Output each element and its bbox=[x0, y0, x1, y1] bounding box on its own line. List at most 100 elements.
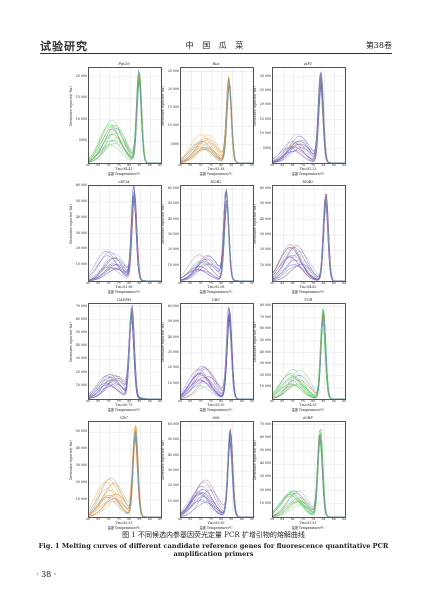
melt-panel-12: 60RP Derivative reporter(-Rn') 10 000 20 00… bbox=[252, 416, 346, 530]
tm-label: Tm=83.90 bbox=[207, 520, 225, 525]
melt-curve-line bbox=[273, 432, 345, 517]
x-tick-label: 59 bbox=[270, 280, 274, 285]
x-tick-label: 90 bbox=[147, 516, 152, 521]
tm-label: Tm=83.38 bbox=[207, 166, 225, 171]
y-tick-label: 50 000 bbox=[167, 201, 179, 206]
y-tick-label: 15 000 bbox=[75, 95, 87, 100]
y-tick-label: 5000 bbox=[78, 138, 87, 143]
melt-curve-line bbox=[89, 189, 161, 281]
plot-area bbox=[272, 303, 346, 400]
melt-curve-line bbox=[89, 430, 161, 517]
y-axis-label: Derivative reporter(-Rn') bbox=[161, 321, 165, 362]
melt-curve-line bbox=[181, 432, 253, 517]
melt-curve-line bbox=[181, 314, 253, 399]
x-tick-label: 70 bbox=[106, 162, 111, 167]
panel-title: eIF3A bbox=[118, 180, 130, 184]
melt-curve-line bbox=[181, 428, 253, 517]
header-rule bbox=[40, 53, 392, 54]
tm-label: Tm=83.50 bbox=[207, 402, 225, 407]
melt-curve-svg bbox=[181, 68, 253, 163]
melt-curve-line bbox=[181, 318, 253, 399]
y-tick-label: 10 000 bbox=[75, 497, 87, 502]
x-tick-label: 89 bbox=[331, 280, 336, 285]
x-tick-row: 60 65 70 75 80 85 90 95 bbox=[86, 516, 162, 522]
x-tick-label: 65 bbox=[280, 398, 285, 403]
x-tick-label: 95 bbox=[158, 162, 162, 167]
journal-name: 中 国 瓜 菜 bbox=[185, 41, 247, 50]
x-tick-row: 60 65 70 75 80 85 90 95 bbox=[86, 280, 162, 286]
x-tick-label: 84 bbox=[321, 516, 326, 521]
x-tick-label: 65 bbox=[96, 516, 101, 521]
melt-panel-2: Rus Derivative reporter(-Rn') 5000 10 000 15… bbox=[160, 62, 254, 176]
x-tick-label: 65 bbox=[96, 162, 101, 167]
x-axis-label: 温度 Temperature/℃ bbox=[107, 525, 141, 530]
x-tick-label: 60 bbox=[86, 280, 90, 285]
y-tick-label: 30 000 bbox=[167, 232, 179, 237]
x-tick-label: 95 bbox=[158, 398, 162, 403]
plot-area bbox=[180, 303, 254, 400]
panel-title: Rus bbox=[212, 62, 220, 66]
x-tick-label: 80 bbox=[219, 162, 224, 167]
x-tick-row: 59 64 69 74 79 84 89 94 bbox=[270, 163, 346, 168]
y-tick-label: 40 000 bbox=[75, 446, 87, 451]
x-tick-label: 85 bbox=[229, 162, 234, 167]
panel-title: GADPH bbox=[117, 298, 131, 302]
melt-curve-line bbox=[273, 193, 345, 281]
volume-number: 第38卷 bbox=[365, 41, 392, 50]
x-tick-label: 65 bbox=[188, 398, 193, 403]
x-tick-label: 65 bbox=[188, 162, 193, 167]
x-tick-label: 95 bbox=[158, 516, 162, 521]
melt-curve-line bbox=[273, 310, 345, 399]
y-axis-label: Derivative reporter(-Rn') bbox=[69, 321, 73, 362]
melt-curve-line bbox=[89, 307, 161, 399]
x-tick-label: 90 bbox=[331, 398, 336, 403]
melt-curve-line bbox=[181, 310, 253, 399]
melt-curve-line bbox=[89, 322, 161, 399]
x-tick-label: 90 bbox=[239, 280, 244, 285]
y-tick-label: 50 000 bbox=[259, 448, 271, 453]
x-tick-label: 60 bbox=[178, 162, 182, 167]
melt-curve-line bbox=[273, 434, 345, 517]
x-tick-label: 79 bbox=[311, 516, 316, 521]
x-tick-label: 85 bbox=[321, 398, 326, 403]
tm-label: Tm=82.23 bbox=[299, 166, 317, 171]
y-tick-label: 5000 bbox=[170, 141, 179, 146]
y-tick-label: 10 000 bbox=[167, 262, 179, 267]
y-tick-label: 10 000 bbox=[167, 498, 179, 503]
melt-curve-svg bbox=[273, 304, 345, 399]
tm-label: Tm=84.63 bbox=[299, 284, 317, 289]
melt-curve-line bbox=[273, 310, 345, 399]
plot-area bbox=[272, 421, 346, 518]
x-tick-label: 75 bbox=[116, 280, 121, 285]
x-tick-label: 60 bbox=[86, 162, 90, 167]
melt-curve-svg bbox=[89, 68, 161, 163]
x-tick-label: 60 bbox=[178, 280, 182, 285]
y-tick-label: 60 000 bbox=[259, 326, 271, 331]
x-tick-label: 90 bbox=[147, 398, 152, 403]
x-tick-label: 70 bbox=[106, 280, 111, 285]
y-tick-label: 20 000 bbox=[167, 483, 179, 488]
y-tick-label: 60 000 bbox=[75, 183, 87, 187]
panel-title: HOB2 bbox=[210, 180, 222, 184]
melt-curve-line bbox=[89, 431, 161, 517]
x-axis-label: 温度 Temperature/℃ bbox=[291, 407, 325, 412]
y-tick-label: 10 000 bbox=[259, 131, 271, 136]
running-header: 试验研究 中 国 瓜 菜 第38卷 bbox=[40, 38, 392, 54]
panel-title: Fps16 bbox=[118, 62, 130, 66]
plot-area bbox=[180, 67, 254, 164]
x-tick-label: 84 bbox=[321, 280, 326, 285]
y-tick-label: 70 000 bbox=[75, 303, 87, 308]
y-tick-label: 25 000 bbox=[167, 68, 179, 73]
y-axis-label: Derivative reporter(-Rn') bbox=[253, 203, 257, 244]
tm-label: Tm=82.53 bbox=[115, 520, 133, 525]
x-tick-label: 85 bbox=[229, 280, 234, 285]
x-axis-label: 温度 Temperature/℃ bbox=[107, 289, 141, 294]
caption-chinese: 图 1 不同候选内参基因荧光定量 PCR 扩增引物的熔解曲线 bbox=[122, 531, 305, 539]
x-tick-label: 79 bbox=[311, 280, 316, 285]
plot-area bbox=[272, 185, 346, 282]
x-axis-label: 温度 Temperature/℃ bbox=[291, 525, 325, 530]
y-tick-label: 30 000 bbox=[259, 232, 271, 237]
x-tick-row: 60 65 70 75 80 85 90 95 bbox=[270, 398, 346, 404]
x-tick-label: 85 bbox=[229, 516, 234, 521]
y-tick-label: 10 000 bbox=[75, 116, 87, 121]
